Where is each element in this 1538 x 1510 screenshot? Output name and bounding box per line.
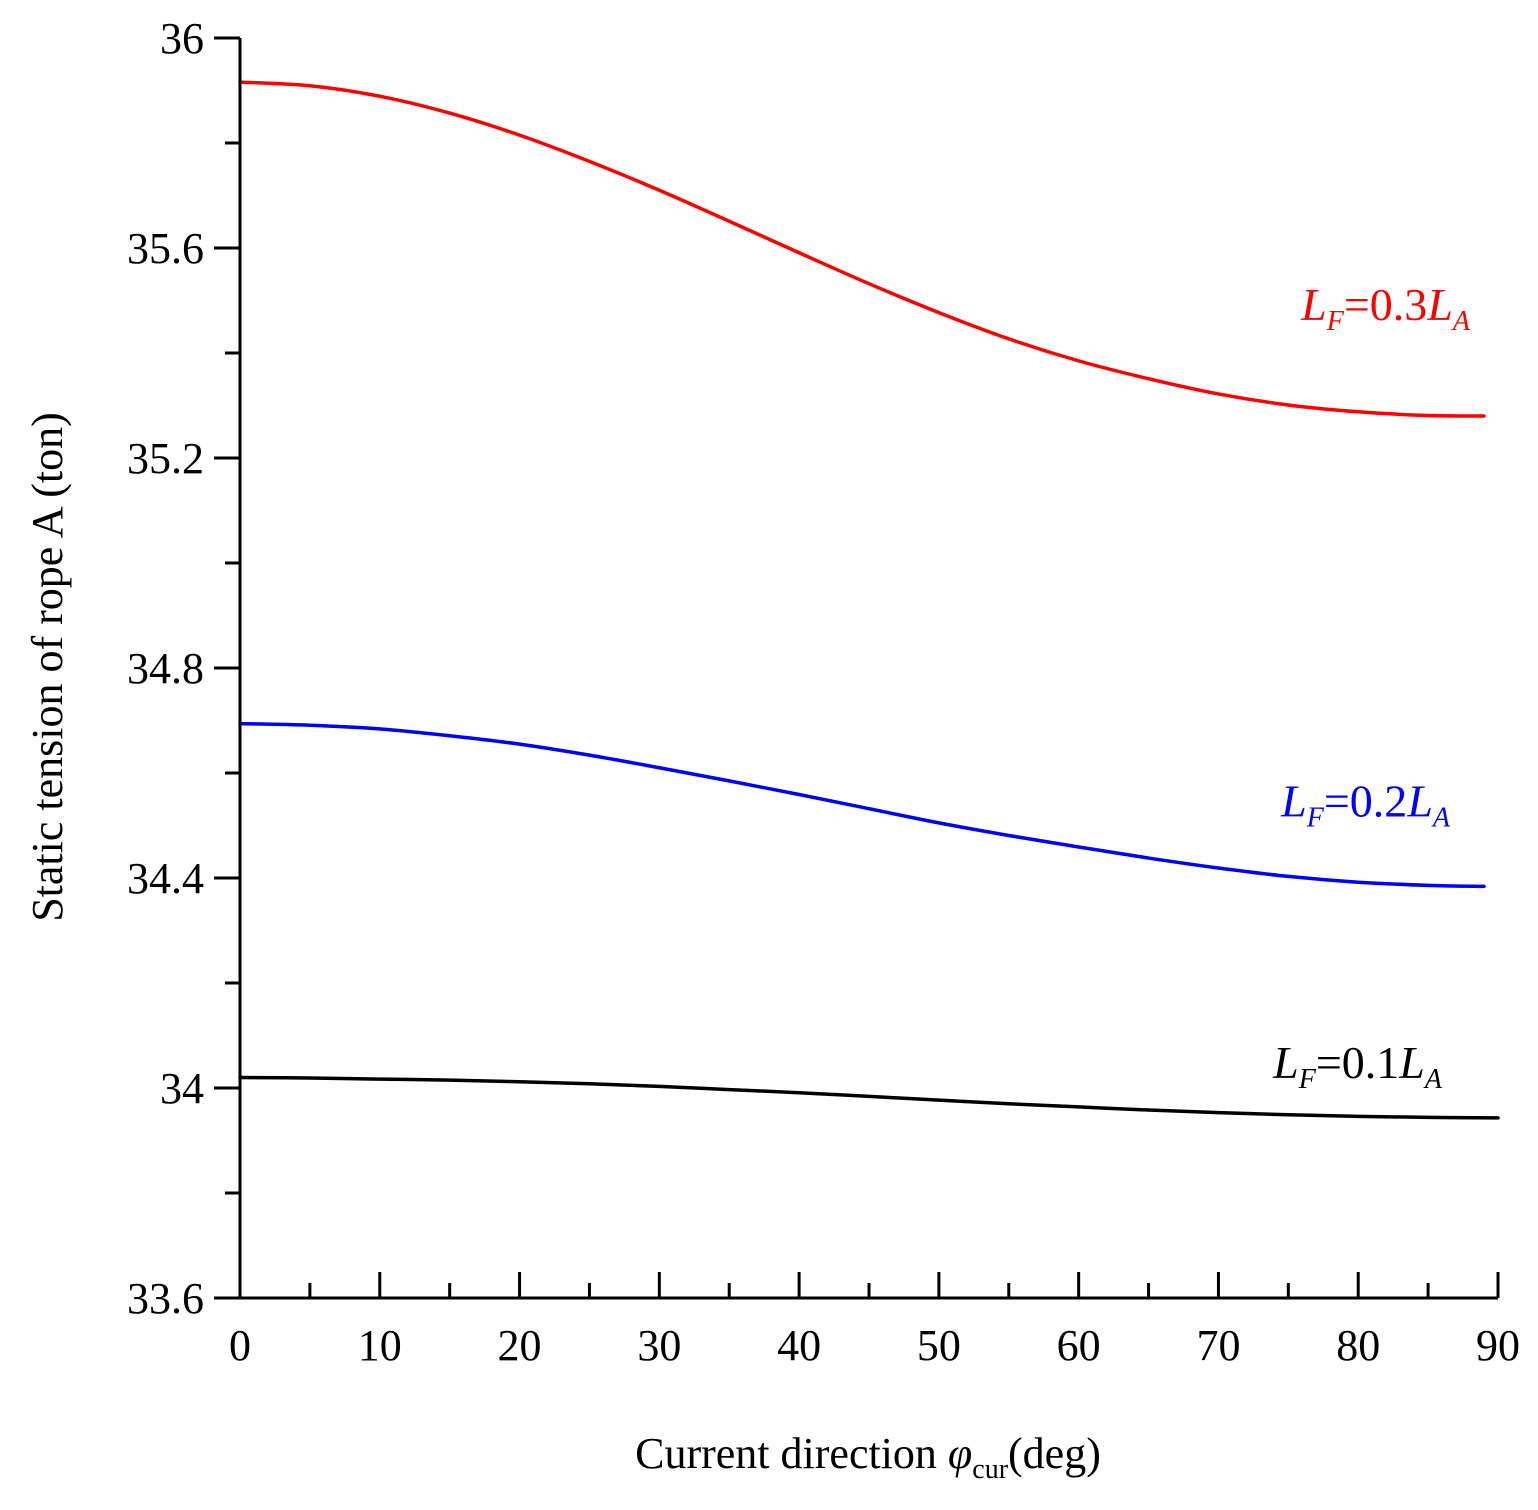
x-axis-title-symbol: φ <box>948 1429 972 1478</box>
x-tick-label: 0 <box>229 1321 251 1370</box>
series-label-2: LF=0.2LA <box>1280 775 1451 833</box>
series-line-3 <box>238 1075 1500 1120</box>
series-label-1: LF=0.3LA <box>1300 279 1471 337</box>
y-tick-label: 36 <box>160 14 204 63</box>
plot-area: 0 10 20 30 40 50 60 70 80 90 33.6 34 34.4 34.8 35.2 35… <box>127 14 1520 1370</box>
series-line-2 <box>238 721 1486 889</box>
y-tick-label: 35.2 <box>127 434 204 483</box>
y-tick-label: 35.6 <box>127 224 204 273</box>
x-tick-label: 40 <box>777 1321 821 1370</box>
x-tick-label: 30 <box>637 1321 681 1370</box>
x-axis-title-subscript: cur <box>972 1454 1008 1485</box>
y-tick-label: 34 <box>160 1064 204 1113</box>
x-axis-title-suffix: (deg) <box>1008 1429 1101 1478</box>
y-tick-label: 33.6 <box>127 1274 204 1323</box>
x-tick-label: 10 <box>358 1321 402 1370</box>
y-tick-label: 34.8 <box>127 644 204 693</box>
series-layer <box>238 80 1500 1120</box>
x-tick-label: 50 <box>917 1321 961 1370</box>
series-label-3: LF=0.1LA <box>1272 1037 1443 1095</box>
y-tick-label: 34.4 <box>127 854 204 903</box>
x-tick-label: 60 <box>1057 1321 1101 1370</box>
x-tick-label: 70 <box>1196 1321 1240 1370</box>
y-axis-title: Static tension of rope A (ton) <box>23 412 72 922</box>
y-tick-group: 33.6 34 34.4 34.8 35.2 35.6 36 <box>127 14 240 1323</box>
y-axis: 33.6 34 34.4 34.8 35.2 35.6 36 <box>127 14 242 1323</box>
x-tick-label: 20 <box>498 1321 542 1370</box>
series-label-layer: LF=0.3LA LF=0.2LA LF=0.1LA <box>1272 279 1471 1095</box>
x-axis-title: Current direction φcur(deg) <box>635 1429 1101 1485</box>
x-tick-group: 0 10 20 30 40 50 60 70 80 90 <box>229 1272 1520 1370</box>
x-tick-label: 90 <box>1476 1321 1520 1370</box>
x-axis: 0 10 20 30 40 50 60 70 80 90 <box>229 1272 1520 1370</box>
x-tick-label: 80 <box>1336 1321 1380 1370</box>
x-axis-title-prefix: Current direction <box>635 1429 948 1478</box>
series-line-1 <box>238 80 1486 418</box>
